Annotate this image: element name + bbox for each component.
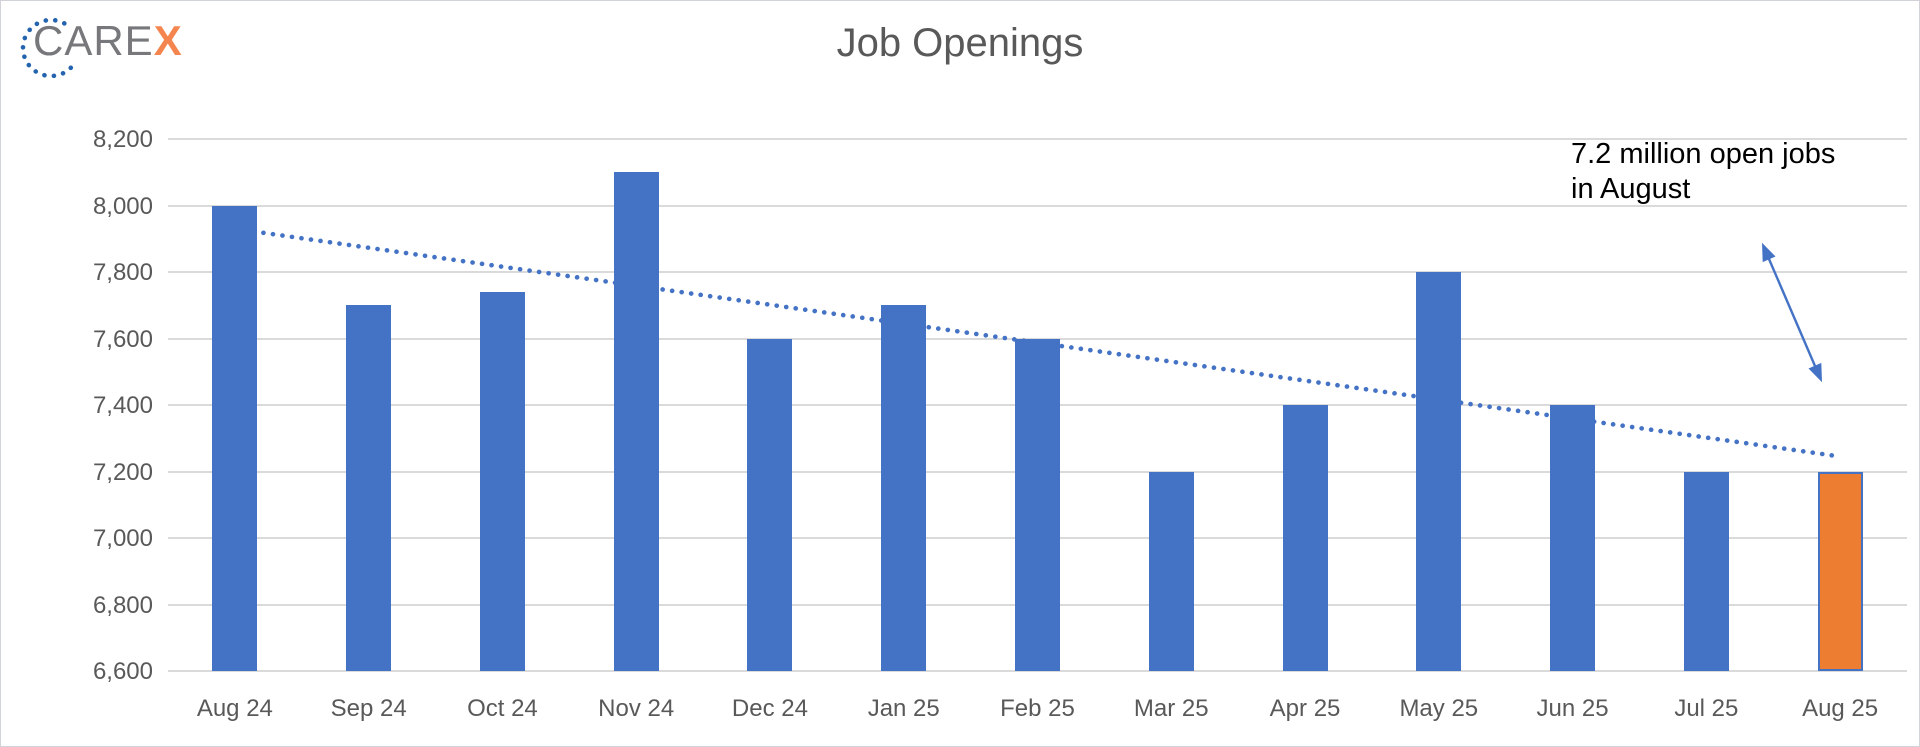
bar-nov-24 (613, 172, 659, 671)
x-tick-oct-24: Oct 24 (467, 695, 538, 722)
gridline-8200 (168, 138, 1907, 140)
y-tick-6600: 6,600 (92, 658, 153, 685)
x-tick-apr-25: Apr 25 (1269, 695, 1341, 722)
bar-feb-25 (1015, 338, 1060, 671)
x-tick-sep-24: Sep 24 (330, 695, 407, 722)
x-tick-aug-25: Aug 25 (1802, 695, 1879, 722)
bar-jul-25 (1683, 471, 1729, 671)
chart-title: Job Openings (836, 21, 1084, 65)
bar-sep-24 (346, 305, 392, 671)
y-tick-7000: 7,000 (92, 525, 153, 552)
x-tick-dec-24: Dec 24 (731, 695, 808, 722)
bar-oct-24 (479, 291, 525, 671)
bar-apr-25 (1282, 405, 1328, 671)
bar-jun-25 (1550, 405, 1596, 671)
y-tick-7600: 7,600 (92, 325, 153, 353)
x-tick-mar-25: Mar 25 (1133, 695, 1209, 722)
x-tick-jul-25: Jul 25 (1674, 695, 1739, 722)
annotation-text: 7.2 million open jobs in August (1571, 137, 1835, 207)
gridline-8000 (168, 204, 1907, 207)
y-tick-6800: 6,800 (92, 591, 153, 619)
annotation-line-1: 7.2 million open jobs (1571, 138, 1836, 170)
logo-text-accent: X (153, 17, 183, 64)
x-tick-aug-24: Aug 24 (196, 695, 273, 722)
y-tick-7400: 7,400 (92, 392, 153, 419)
bar-aug-24 (212, 205, 258, 671)
logo-wordmark: CAREX (33, 17, 183, 65)
logo-text-primary: CARE (33, 17, 154, 64)
bar-mar-25 (1148, 471, 1194, 671)
bar-jan-25 (881, 305, 927, 671)
y-tick-8000: 8,000 (92, 192, 153, 220)
bar-aug-25 (1817, 471, 1863, 671)
x-tick-may-25: May 25 (1399, 695, 1479, 722)
gridline-6600 (168, 670, 1907, 672)
x-tick-jan-25: Jan 25 (867, 695, 940, 722)
x-tick-jun-25: Jun 25 (1536, 695, 1609, 722)
gridline-7800 (168, 271, 1907, 273)
carex-logo: CAREX (9, 7, 189, 85)
y-tick-7800: 7,800 (92, 259, 153, 286)
y-tick-8200: 8,200 (92, 126, 153, 153)
bar-dec-24 (747, 338, 793, 671)
bar-may-25 (1416, 272, 1462, 671)
logo-dotted-ring-icon (20, 17, 74, 79)
x-tick-nov-24: Nov 24 (598, 695, 675, 722)
annotation-line-2: in August (1571, 173, 1691, 205)
x-tick-feb-25: Feb 25 (1000, 695, 1075, 722)
y-tick-7200: 7,200 (92, 458, 153, 486)
